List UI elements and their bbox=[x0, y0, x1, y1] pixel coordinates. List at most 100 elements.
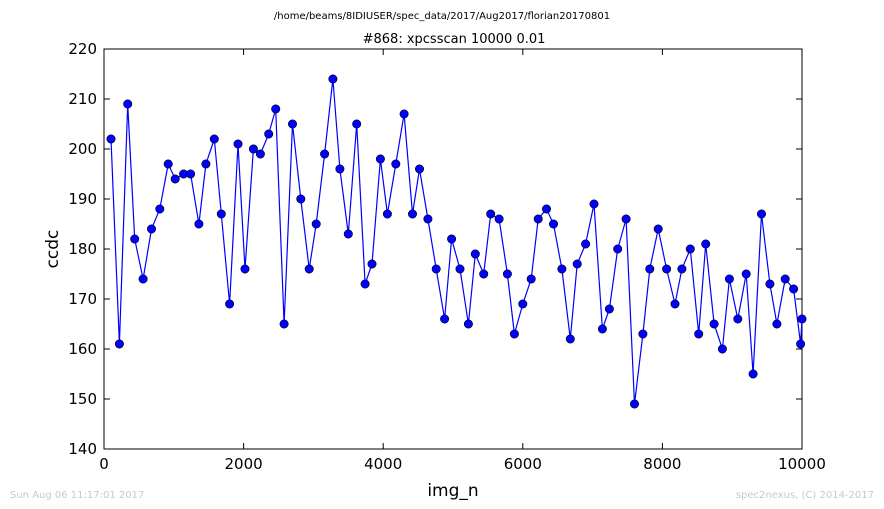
footer-credit: spec2nexus, (C) 2014-2017 bbox=[736, 490, 874, 501]
data-point bbox=[677, 264, 687, 274]
data-point bbox=[447, 234, 457, 244]
data-point bbox=[225, 299, 235, 309]
x-tick-label: 10000 bbox=[778, 455, 826, 473]
data-point bbox=[470, 249, 480, 259]
data-point bbox=[548, 219, 558, 229]
data-point bbox=[320, 149, 330, 159]
data-point bbox=[589, 199, 599, 209]
data-series bbox=[106, 74, 807, 409]
data-point bbox=[557, 264, 567, 274]
data-point bbox=[565, 334, 575, 344]
data-point bbox=[248, 144, 258, 154]
x-tick-label: 6000 bbox=[504, 455, 542, 473]
data-point bbox=[789, 284, 799, 294]
data-point bbox=[335, 164, 345, 174]
data-point bbox=[130, 234, 140, 244]
data-point bbox=[756, 209, 766, 219]
data-point bbox=[526, 274, 536, 284]
axis-ticks: 0 2000 4000 6000 8000 10000 140 150 160 170 180 190… bbox=[68, 40, 826, 473]
data-point bbox=[486, 209, 496, 219]
data-point bbox=[271, 104, 281, 114]
y-tick-label: 140 bbox=[68, 440, 97, 458]
data-point bbox=[343, 229, 353, 239]
data-point bbox=[780, 274, 790, 284]
data-point bbox=[509, 329, 519, 339]
data-point bbox=[741, 269, 751, 279]
data-point bbox=[147, 224, 157, 234]
data-point bbox=[701, 239, 711, 249]
data-point bbox=[604, 304, 614, 314]
data-point bbox=[597, 324, 607, 334]
x-tick-label: 4000 bbox=[364, 455, 402, 473]
data-point bbox=[455, 264, 465, 274]
data-point bbox=[733, 314, 743, 324]
data-point bbox=[694, 329, 704, 339]
y-tick-label: 200 bbox=[68, 140, 97, 158]
y-axis-label: ccdc bbox=[43, 230, 63, 269]
data-point bbox=[765, 279, 775, 289]
data-point bbox=[533, 214, 543, 224]
data-point bbox=[572, 259, 582, 269]
data-point bbox=[233, 139, 243, 149]
data-point bbox=[685, 244, 695, 254]
data-point bbox=[311, 219, 321, 229]
data-point bbox=[391, 159, 401, 169]
data-point bbox=[240, 264, 250, 274]
data-point bbox=[797, 314, 807, 324]
data-point bbox=[662, 264, 672, 274]
chart-title: #868: xpcsscan 10000 0.01 bbox=[363, 32, 546, 47]
y-tick-label: 190 bbox=[68, 190, 97, 208]
x-tick-label: 0 bbox=[99, 455, 109, 473]
data-point bbox=[653, 224, 663, 234]
data-point bbox=[367, 259, 377, 269]
data-point bbox=[106, 134, 116, 144]
data-point bbox=[717, 344, 727, 354]
y-tick-label: 180 bbox=[68, 240, 97, 258]
plot-area bbox=[103, 48, 803, 450]
data-point bbox=[638, 329, 648, 339]
data-point bbox=[613, 244, 623, 254]
x-tick-label: 2000 bbox=[225, 455, 263, 473]
x-axis-label: img_n bbox=[427, 481, 478, 501]
data-point bbox=[328, 74, 338, 84]
data-point bbox=[670, 299, 680, 309]
data-point bbox=[201, 159, 211, 169]
y-tick-label: 210 bbox=[68, 90, 97, 108]
data-point bbox=[304, 264, 314, 274]
data-point bbox=[255, 149, 265, 159]
data-point bbox=[186, 169, 196, 179]
data-point bbox=[155, 204, 165, 214]
data-point bbox=[479, 269, 489, 279]
data-point bbox=[621, 214, 631, 224]
y-tick-label: 150 bbox=[68, 390, 97, 408]
data-point bbox=[352, 119, 362, 129]
data-point bbox=[194, 219, 204, 229]
data-point bbox=[296, 194, 306, 204]
data-point bbox=[163, 159, 173, 169]
data-point bbox=[796, 339, 806, 349]
y-tick-label: 160 bbox=[68, 340, 97, 358]
data-point bbox=[724, 274, 734, 284]
data-point bbox=[360, 279, 370, 289]
y-tick-label: 220 bbox=[68, 40, 97, 58]
data-point bbox=[170, 174, 180, 184]
data-point bbox=[138, 274, 148, 284]
data-point bbox=[407, 209, 417, 219]
data-point bbox=[709, 319, 719, 329]
data-point bbox=[629, 399, 639, 409]
data-point bbox=[423, 214, 433, 224]
data-point bbox=[463, 319, 473, 329]
data-point bbox=[123, 99, 133, 109]
data-point bbox=[772, 319, 782, 329]
data-point bbox=[502, 269, 512, 279]
data-point bbox=[494, 214, 504, 224]
data-point bbox=[748, 369, 758, 379]
data-point bbox=[375, 154, 385, 164]
data-point bbox=[518, 299, 528, 309]
data-point bbox=[581, 239, 591, 249]
x-tick-label: 8000 bbox=[643, 455, 681, 473]
y-tick-label: 170 bbox=[68, 290, 97, 308]
data-point bbox=[645, 264, 655, 274]
data-point bbox=[279, 319, 289, 329]
